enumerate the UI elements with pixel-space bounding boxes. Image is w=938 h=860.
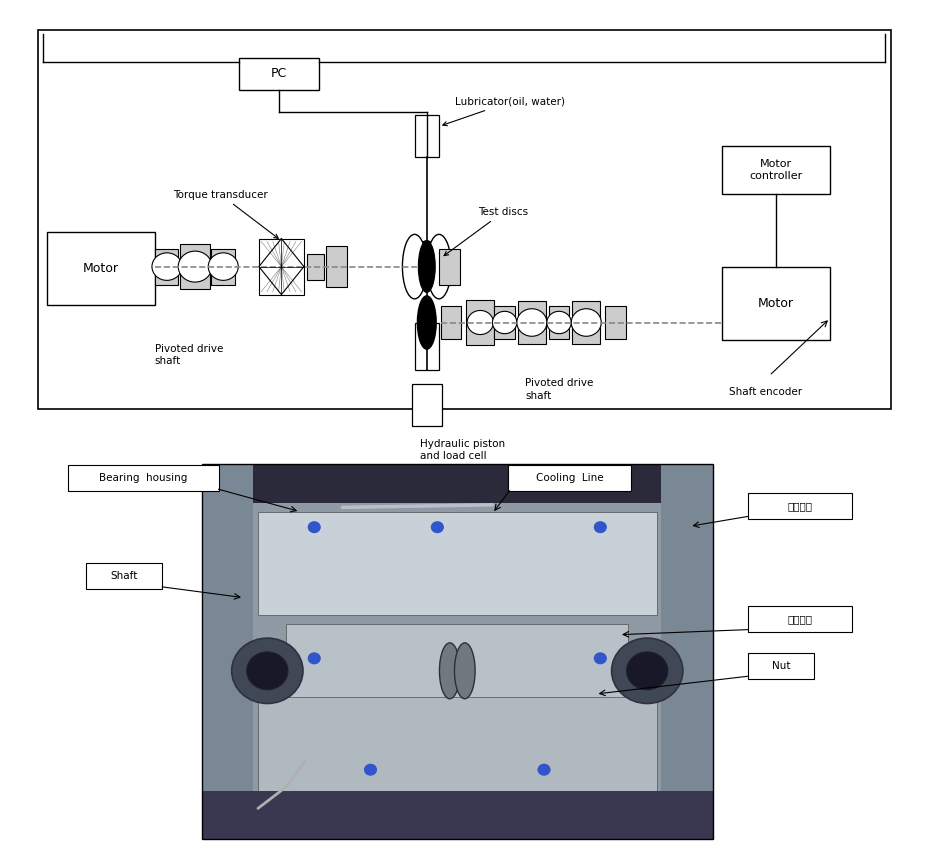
Text: 자르시편: 자르시편 (787, 501, 812, 511)
Bar (661, 464, 713, 804)
Circle shape (627, 652, 668, 690)
Bar (202, 464, 253, 804)
FancyBboxPatch shape (68, 465, 219, 491)
Bar (549, 306, 569, 339)
Circle shape (419, 241, 434, 255)
Circle shape (467, 310, 493, 335)
Bar (202, 791, 713, 838)
Ellipse shape (418, 241, 435, 292)
Bar (518, 301, 546, 344)
Bar (466, 300, 494, 345)
FancyBboxPatch shape (86, 563, 162, 589)
Bar (202, 464, 713, 838)
Circle shape (247, 652, 288, 690)
Bar (259, 239, 304, 295)
Circle shape (492, 311, 517, 334)
Bar (415, 115, 439, 157)
Text: Bearing  housing: Bearing housing (98, 473, 188, 483)
Circle shape (308, 652, 321, 664)
Circle shape (547, 311, 571, 334)
Text: Shaft: Shaft (111, 571, 138, 581)
Circle shape (208, 253, 238, 280)
Text: Shaft encoder: Shaft encoder (729, 387, 802, 397)
Ellipse shape (455, 643, 475, 698)
Text: Motor
controller: Motor controller (749, 159, 803, 181)
Circle shape (308, 521, 321, 533)
FancyBboxPatch shape (748, 653, 814, 679)
Bar (307, 254, 324, 280)
Text: Motor: Motor (83, 262, 119, 275)
Text: Hydraulic piston
and load cell: Hydraulic piston and load cell (420, 439, 506, 461)
Bar (180, 244, 210, 289)
Bar (494, 306, 515, 339)
Circle shape (612, 638, 683, 703)
Bar (47, 232, 155, 305)
Bar (722, 267, 830, 340)
Circle shape (178, 251, 212, 282)
Text: Lubricator(oil, water): Lubricator(oil, water) (443, 97, 565, 126)
Ellipse shape (402, 235, 427, 299)
Bar (326, 246, 347, 287)
Bar (211, 249, 234, 285)
Circle shape (419, 253, 434, 267)
Bar (415, 322, 439, 370)
Bar (253, 503, 661, 804)
Bar (258, 697, 657, 791)
Bar (258, 512, 657, 615)
Bar (202, 464, 713, 838)
Text: PC: PC (271, 67, 287, 81)
Circle shape (594, 521, 607, 533)
Ellipse shape (439, 643, 460, 698)
Circle shape (594, 652, 607, 664)
Text: Pivoted drive
shaft: Pivoted drive shaft (155, 344, 223, 366)
Bar (286, 624, 628, 701)
Bar (605, 306, 626, 339)
FancyBboxPatch shape (508, 465, 631, 491)
Circle shape (364, 764, 377, 776)
Circle shape (152, 253, 182, 280)
Bar (441, 306, 461, 339)
Circle shape (537, 764, 551, 776)
Text: Nut: Nut (772, 660, 790, 671)
Bar (439, 249, 460, 285)
Text: 레일시편: 레일시편 (787, 614, 812, 624)
Bar (38, 30, 891, 408)
Bar (722, 146, 830, 194)
Circle shape (517, 309, 547, 336)
Ellipse shape (417, 296, 436, 349)
Circle shape (232, 638, 303, 703)
Text: Cooling  Line: Cooling Line (536, 473, 604, 483)
Text: Pivoted drive
shaft: Pivoted drive shaft (525, 378, 594, 401)
Bar (155, 249, 178, 285)
FancyBboxPatch shape (748, 493, 852, 519)
Text: Test discs: Test discs (444, 207, 528, 255)
Bar (412, 384, 442, 426)
Text: Motor: Motor (758, 297, 794, 310)
Bar (239, 58, 319, 90)
FancyBboxPatch shape (748, 606, 852, 632)
Circle shape (571, 309, 601, 336)
Circle shape (431, 521, 444, 533)
Ellipse shape (427, 235, 451, 299)
Text: Torque transducer: Torque transducer (174, 190, 279, 238)
Bar (572, 301, 600, 344)
